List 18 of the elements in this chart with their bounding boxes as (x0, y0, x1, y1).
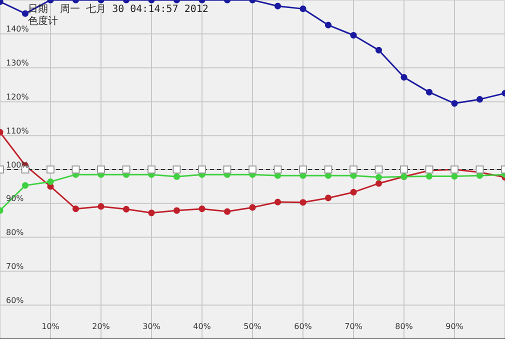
y-tick-label: 70% (6, 262, 24, 272)
x-tick-label: 40% (193, 322, 212, 331)
x-tick-label: 70% (344, 322, 363, 331)
x-tick-label: 20% (92, 322, 110, 331)
x-tick-label: 30% (142, 322, 161, 331)
y-tick-label: 110% (6, 126, 30, 136)
x-tick-label: 60% (294, 322, 312, 331)
x-tick-label: 80% (395, 322, 414, 331)
y-tick-label: 100% (6, 160, 30, 170)
y-tick-label: 140% (6, 24, 30, 34)
x-tick-label: 50% (244, 322, 262, 331)
x-tick-label: 90% (446, 322, 464, 331)
y-tick-label: 80% (6, 228, 24, 238)
y-tick-label: 120% (6, 92, 30, 102)
annotation: 色度计 (28, 16, 59, 27)
y-tick-label: 60% (6, 296, 24, 305)
y-tick-label: 130% (6, 58, 30, 68)
x-tick-label: 10% (42, 322, 60, 331)
